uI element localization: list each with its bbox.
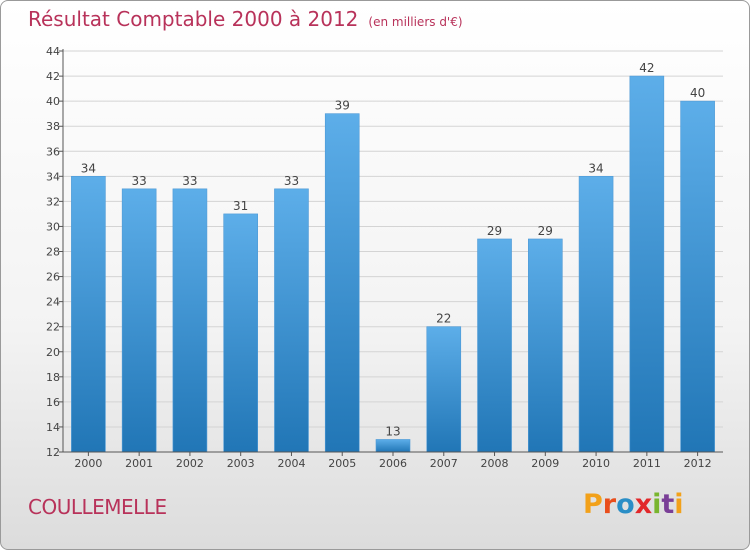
bar-value-label: 33 (132, 174, 147, 188)
y-tick-label: 42 (46, 70, 60, 83)
y-tick-label: 28 (46, 246, 60, 259)
x-tick-label: 2008 (481, 457, 509, 470)
bar-value-label: 29 (538, 224, 553, 238)
y-tick-label: 26 (46, 271, 60, 284)
chart-subtitle: (en milliers d'€) (368, 15, 463, 29)
axes (62, 49, 723, 453)
commune-name: COULLEMELLE (28, 495, 167, 519)
x-tick-label: 2009 (531, 457, 559, 470)
x-tick-label: 2006 (379, 457, 407, 470)
bar (375, 439, 411, 453)
x-tick-label: 2007 (430, 457, 458, 470)
y-tick-label: 18 (46, 371, 60, 384)
x-tick-label: 2011 (633, 457, 661, 470)
bar (121, 188, 157, 453)
bar-value-label: 29 (487, 224, 502, 238)
y-tick-label: 30 (46, 220, 60, 233)
bar-value-label: 34 (588, 161, 603, 175)
bar (528, 238, 563, 453)
logo-letter: o (616, 489, 635, 520)
y-tick-label: 24 (46, 296, 60, 309)
bar (477, 238, 512, 453)
x-tick-label: 2002 (176, 457, 204, 470)
bar (629, 75, 665, 453)
x-tick-label: 2001 (125, 457, 153, 470)
y-tick-label: 36 (46, 145, 60, 158)
x-tick-label: 2012 (684, 457, 712, 470)
y-axis-ticks: 12 14 16 18 20 22 24 26 28 30 32 34 36 38 40 42 44 (46, 45, 63, 459)
x-tick-label: 2003 (227, 457, 255, 470)
bar-value-label: 40 (690, 86, 705, 100)
x-tick-label: 2000 (74, 457, 102, 470)
title-row: Résultat Comptable 2000 à 2012 (en millie… (28, 7, 463, 31)
logo-letter: t (661, 489, 675, 520)
x-tick-label: 2004 (277, 457, 305, 470)
bar-value-label: 39 (335, 99, 350, 113)
bar-value-label: 33 (182, 174, 197, 188)
bar (578, 176, 614, 453)
y-tick-label: 34 (46, 170, 60, 183)
y-tick-label: 40 (46, 95, 60, 108)
y-tick-label: 38 (46, 120, 60, 133)
bar (172, 188, 208, 453)
y-tick-label: 44 (46, 45, 60, 58)
logo-letter: i (652, 489, 662, 520)
logo-letter: i (674, 489, 684, 520)
logo-letter: r (602, 489, 617, 520)
bar-value-label: 42 (639, 61, 654, 75)
y-tick-label: 16 (46, 396, 60, 409)
x-tick-label: 2005 (328, 457, 356, 470)
x-axis-ticks: 2000 2001 2002 2003 2004 2005 2006 2007 2008 2009… (74, 452, 712, 470)
x-tick-label: 2010 (582, 457, 610, 470)
bar-value-label: 33 (284, 174, 299, 188)
bar (223, 213, 258, 453)
logo-letter: x (634, 489, 653, 520)
bar-value-label: 13 (385, 424, 400, 438)
bar (71, 176, 106, 453)
grid-lines (63, 50, 723, 428)
y-tick-label: 22 (46, 321, 60, 334)
bar-value-label: 34 (81, 161, 96, 175)
bar (274, 188, 309, 453)
y-tick-label: 20 (46, 346, 60, 359)
bar-value-label: 22 (436, 312, 451, 326)
proxiti-logo: Proxiti (583, 489, 684, 520)
y-tick-label: 12 (46, 446, 60, 459)
bar (680, 100, 715, 453)
chart-title: Résultat Comptable 2000 à 2012 (28, 7, 359, 31)
y-tick-label: 32 (46, 195, 60, 208)
bar-value-label: 31 (233, 199, 248, 213)
bar (426, 326, 462, 453)
bar (324, 113, 360, 453)
bars: 34 33 33 31 33 39 13 22 29 29 34 42 40 (71, 61, 715, 453)
logo-letter: P (583, 489, 603, 520)
y-tick-label: 14 (46, 421, 60, 434)
